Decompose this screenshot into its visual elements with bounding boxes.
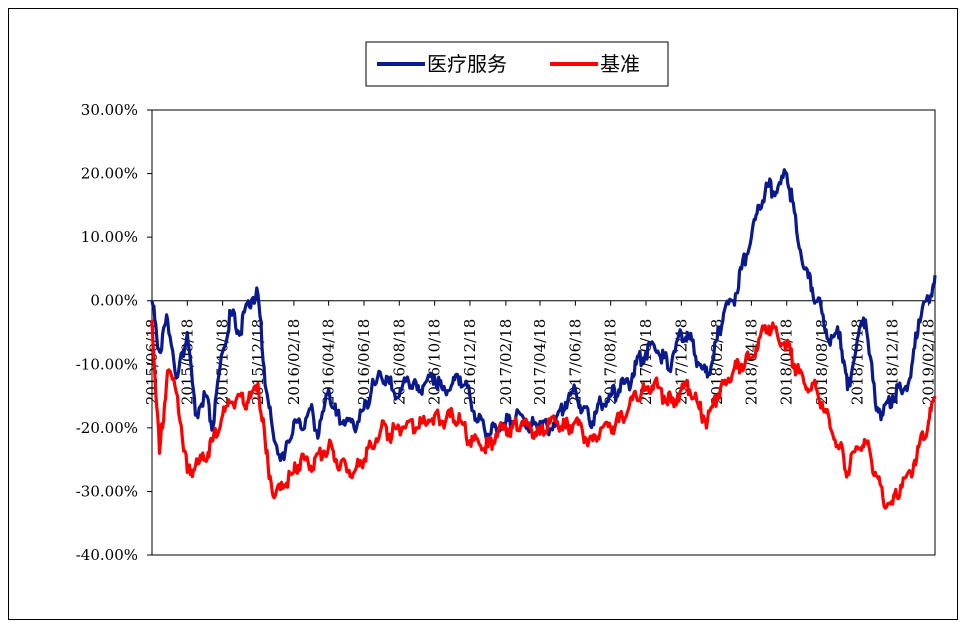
x-tick-label: 2017/04/18	[531, 319, 549, 405]
y-tick-label: 0.00%	[90, 292, 138, 310]
x-tick-label: 2016/06/18	[355, 319, 373, 405]
x-tick-label: 2018/04/18	[742, 319, 760, 405]
plot-border	[151, 109, 936, 556]
legend-label-benchmark: 基准	[600, 52, 640, 76]
series-line-benchmark	[150, 319, 937, 510]
y-tick-label: -40.00%	[76, 546, 138, 564]
x-tick-label: 2016/10/18	[426, 319, 444, 405]
x-tick-label: 2018/06/18	[778, 319, 796, 405]
series-line-medical-services	[150, 168, 937, 463]
y-tick-label: 20.00%	[81, 165, 138, 183]
legend-label-medical-services: 医疗服务	[427, 52, 507, 76]
y-tick-label: -30.00%	[76, 482, 138, 500]
plot-area	[151, 109, 936, 556]
x-tick-label: 2018/08/18	[813, 319, 831, 405]
x-tick-label: 2018/12/18	[884, 319, 902, 405]
x-tick-label: 2017/06/18	[566, 319, 584, 405]
y-tick-label: 30.00%	[81, 101, 138, 119]
x-axis: 2015/06/18 2015/08/18 2015/10/18 2015/12/18…	[143, 300, 938, 405]
x-tick-label: 2017/10/18	[637, 319, 655, 405]
x-tick-label: 2017/08/18	[602, 319, 620, 405]
series-lines	[150, 168, 937, 510]
y-tick-label: -10.00%	[76, 355, 138, 373]
x-tick-label: 2017/02/18	[497, 319, 515, 405]
legend: 医疗服务 基准	[365, 41, 669, 87]
x-tick-label: 2018/10/18	[848, 319, 866, 405]
y-axis: 30.00% 20.00% 10.00% 0.00% -10.00% -20.00% -30…	[76, 101, 152, 564]
x-tick-label: 2019/02/18	[920, 319, 938, 405]
x-tick-label: 2016/04/18	[320, 319, 338, 405]
x-tick-label: 2016/02/18	[285, 319, 303, 405]
y-tick-label: -20.00%	[76, 419, 138, 437]
y-tick-label: 10.00%	[81, 228, 138, 246]
